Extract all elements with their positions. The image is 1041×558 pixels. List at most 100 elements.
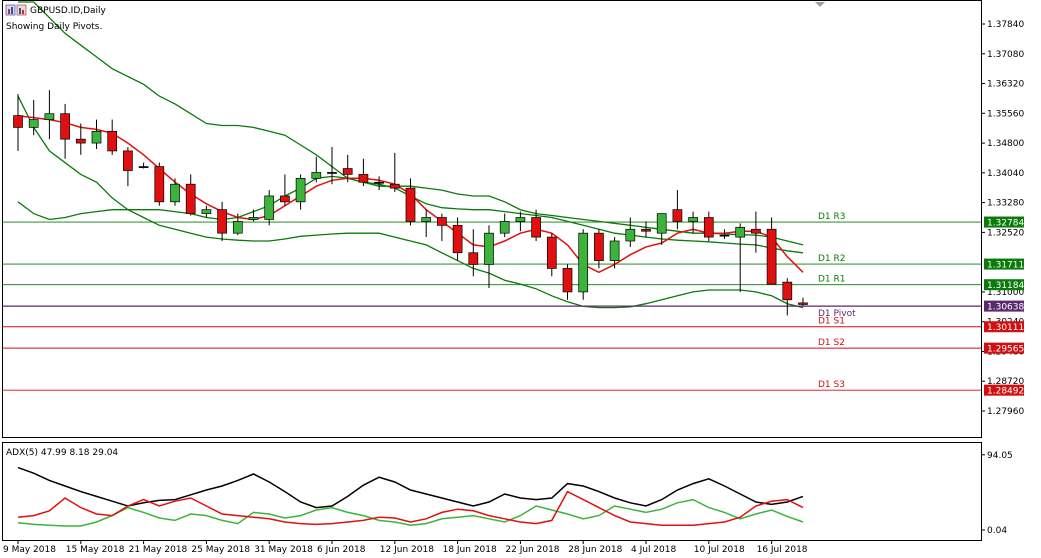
candle <box>60 103 70 159</box>
date-tick-label: 31 May 2018 <box>254 545 313 555</box>
candle <box>798 297 808 306</box>
candle <box>766 217 777 285</box>
candle <box>311 156 322 183</box>
candle-body <box>766 228 777 285</box>
candle <box>295 174 306 210</box>
candle-body <box>217 209 227 234</box>
adx-indicator: 94.05 0.04 <box>17 451 1013 536</box>
price-tick-label: 1.35560 <box>987 109 1024 119</box>
date-tick-label: 9 May 2018 <box>3 545 56 555</box>
candle <box>499 213 510 238</box>
pivot-label: D1 S1 <box>818 317 845 327</box>
candle-body <box>594 232 604 261</box>
candle <box>28 99 39 136</box>
candle <box>546 233 557 277</box>
pivot-label: D1 Pivot <box>818 309 856 319</box>
candle <box>515 211 526 232</box>
pivot-value-tag-bg <box>984 342 1024 354</box>
candle-body <box>735 226 746 238</box>
candle-body <box>170 183 180 203</box>
candle <box>232 213 243 236</box>
pivot-level-tags: 1.32784 1.31711 1.31184 1.30638 1.30111 1.295… <box>984 216 1024 397</box>
candle-body <box>374 181 384 184</box>
candlesticks <box>13 90 808 316</box>
candle <box>327 146 337 185</box>
date-tick-label: 25 May 2018 <box>191 545 250 555</box>
candle-body <box>751 228 761 234</box>
candle-body <box>625 228 636 242</box>
price-tick-label: 1.34800 <box>987 139 1024 149</box>
candle-body <box>562 268 573 293</box>
candle-body <box>44 113 55 120</box>
candle <box>374 176 384 191</box>
candle-body <box>452 224 463 254</box>
adx-series-minusdi <box>17 490 804 526</box>
candle <box>107 119 118 155</box>
candle <box>735 223 746 292</box>
candle-body <box>484 232 494 265</box>
date-tick-label: 12 Jun 2018 <box>380 545 434 555</box>
candle-body <box>641 228 651 232</box>
candle-body <box>154 166 165 203</box>
candle <box>468 229 479 277</box>
pivot-label: D1 R2 <box>818 254 846 264</box>
band-lower-line <box>17 95 804 309</box>
candle-body <box>327 172 337 174</box>
candle-body <box>703 217 714 238</box>
candle-body <box>688 217 698 222</box>
pivot-label: D1 S2 <box>818 338 845 348</box>
candle <box>641 221 651 238</box>
price-tick-label: 1.37840 <box>987 20 1024 30</box>
pivot-value-tag-bg <box>984 216 1024 228</box>
price-tick-label: 1.27960 <box>987 407 1024 417</box>
candle-body <box>782 281 793 301</box>
main-chart-frame <box>2 0 982 438</box>
date-tick-label: 15 May 2018 <box>66 545 125 555</box>
candle-body <box>609 240 620 261</box>
candle <box>264 190 275 226</box>
candle <box>421 209 432 238</box>
candle <box>170 178 180 206</box>
chart-window-icon <box>5 4 27 16</box>
adx-title: ADX(5) 47.99 8.18 29.04 <box>6 448 118 458</box>
candle <box>13 94 23 151</box>
candle <box>138 162 149 169</box>
candle <box>75 123 86 155</box>
candle <box>656 213 667 245</box>
candle-body <box>546 236 557 269</box>
candle <box>531 209 541 242</box>
candle <box>280 174 290 206</box>
candle <box>719 229 730 240</box>
price-tick-label: 1.31000 <box>987 288 1024 298</box>
candle-body <box>437 217 447 226</box>
symbol-title: GBPUSD.ID,Daily <box>30 6 107 16</box>
candle-body <box>28 119 39 128</box>
candle-body <box>421 217 432 222</box>
candle <box>609 237 620 269</box>
scroll-marker[interactable] <box>815 2 825 7</box>
candle-body <box>107 130 118 152</box>
candle <box>358 158 369 187</box>
date-tick-label: 21 May 2018 <box>129 545 188 555</box>
date-tick-label: 22 Jun 2018 <box>505 545 559 555</box>
candle-body <box>311 172 322 179</box>
candle-body <box>578 232 589 293</box>
candle <box>562 264 573 300</box>
date-axis: 9 May 2018 15 May 2018 21 May 2018 25 May 2… <box>3 540 808 555</box>
candle <box>484 225 494 289</box>
candle-body <box>405 187 416 222</box>
candle-body <box>280 195 290 203</box>
candle <box>201 205 212 218</box>
candle <box>123 146 133 187</box>
pivot-label: D1 R3 <box>818 212 846 222</box>
candle <box>154 162 165 206</box>
candle-body <box>342 168 353 175</box>
pivot-label: D1 S3 <box>818 380 845 390</box>
candle-body <box>123 150 133 171</box>
candle <box>452 217 463 261</box>
date-tick-label: 18 Jun 2018 <box>443 545 497 555</box>
adx-tick-label: 0.04 <box>987 526 1007 536</box>
candle-body <box>185 183 196 214</box>
